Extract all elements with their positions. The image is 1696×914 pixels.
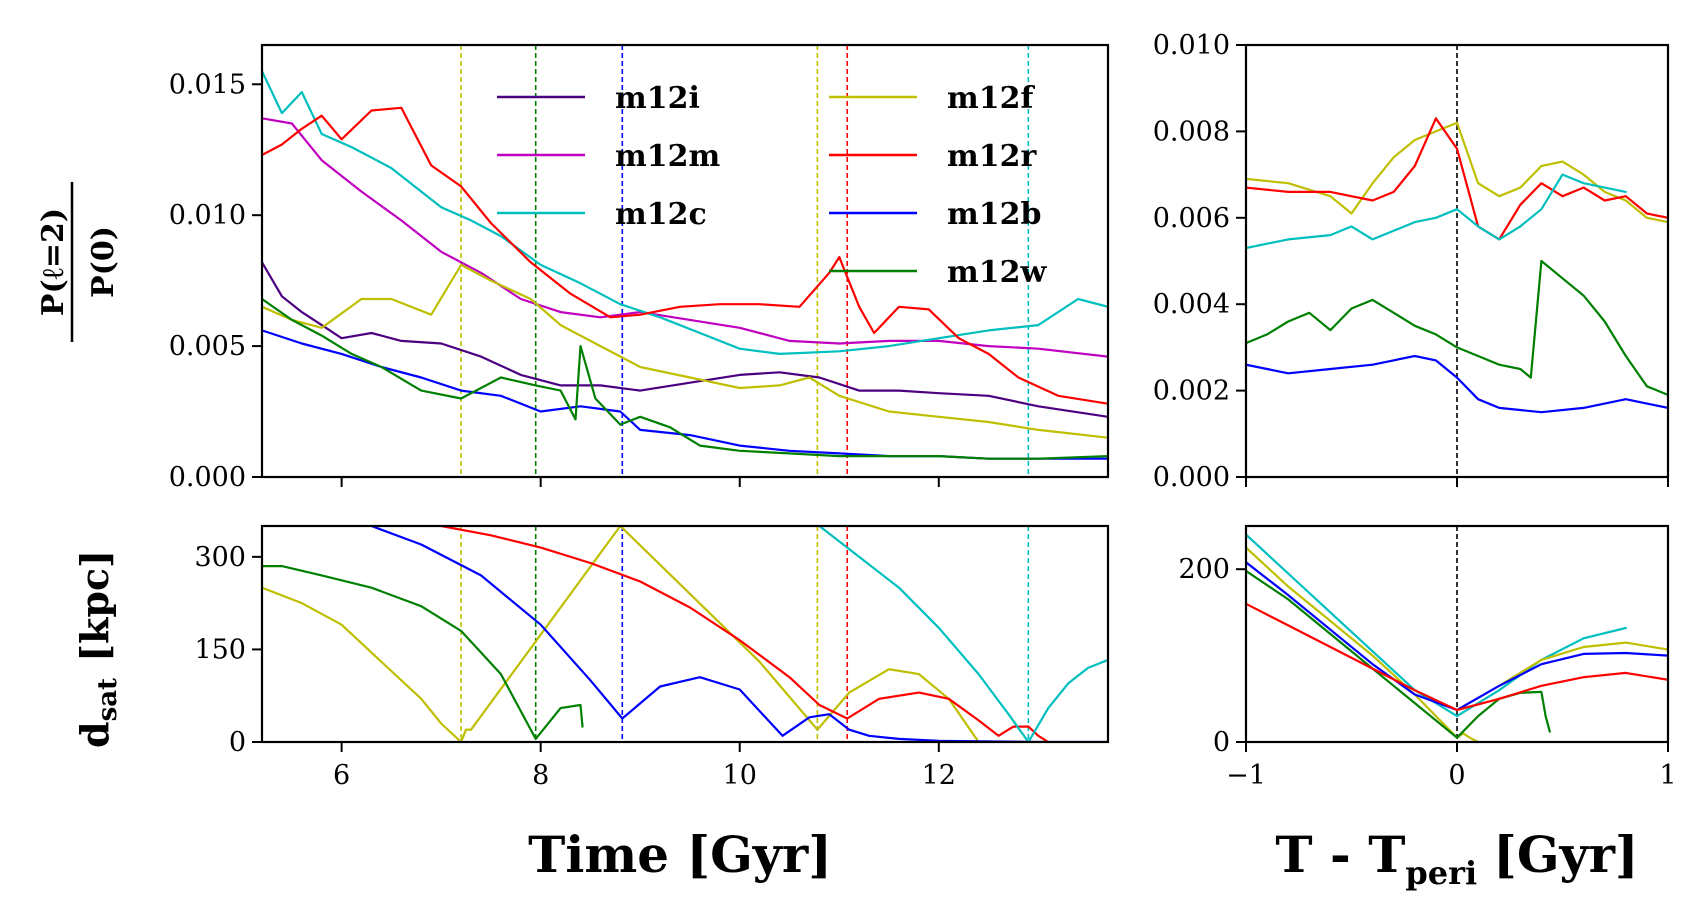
- series-line-m12c: [818, 526, 1108, 742]
- x-tick-label: 1: [1659, 760, 1676, 791]
- y-label-unit: [kpc]: [72, 550, 117, 662]
- series-line-m12f: [262, 263, 1108, 439]
- x-tick-label: 10: [723, 760, 757, 791]
- series-group: [1246, 533, 1668, 742]
- y-tick-label: 0.000: [169, 462, 246, 493]
- axes-frame: [1244, 43, 1670, 479]
- series-line-m12w: [262, 564, 584, 741]
- x-tick-label: 0: [1448, 760, 1465, 791]
- x-label-tperi: T - Tperi [Gyr]: [1275, 825, 1638, 892]
- legend-item-m12c: m12c: [497, 197, 707, 232]
- y-tick-label: 0: [1213, 727, 1230, 758]
- y-tick-label: 300: [194, 542, 246, 573]
- legend-item-m12f: m12f: [829, 81, 1035, 116]
- y-label-main: d: [72, 721, 117, 748]
- y-tick-label: 0.000: [1153, 462, 1230, 493]
- y-tick-label: 150: [194, 634, 246, 665]
- series-line-m12b: [370, 526, 1108, 742]
- series-line-m12w: [1246, 569, 1551, 739]
- axes-frame: [260, 43, 1110, 479]
- y-tick-label: 200: [1178, 554, 1230, 585]
- legend-label: m12w: [947, 255, 1047, 290]
- legend: m12i m12m m12c m12f m12r m12b m12w: [497, 81, 1047, 290]
- legend-item-m12r: m12r: [829, 139, 1037, 174]
- series-line-m12r: [440, 526, 1050, 742]
- legend-label: m12f: [947, 81, 1035, 116]
- legend-item-m12m: m12m: [497, 139, 720, 174]
- legend-label: m12m: [615, 139, 720, 174]
- y-tick-label: 0.006: [1153, 203, 1230, 234]
- plot-area: 0.000 0.002 0.004 0.006 0.008 0.010: [1153, 30, 1669, 493]
- x-label-sub: peri: [1405, 854, 1477, 892]
- y-tick-label: 0.004: [1153, 289, 1230, 320]
- y-tick-label: 0.005: [169, 331, 246, 362]
- y-label-denominator: P(0): [86, 226, 121, 298]
- legend-item-m12b: m12b: [829, 197, 1041, 232]
- legend-label: m12r: [947, 139, 1037, 174]
- series-line-m12f: [262, 526, 980, 742]
- plot-area: 0.000 0.005 0.010 0.015: [169, 45, 1108, 493]
- series-group: [1246, 117, 1668, 414]
- y-label-dsat: dsat [kpc]: [72, 550, 123, 748]
- axes-frame: [1244, 524, 1670, 744]
- series-line-m12i: [262, 261, 1108, 418]
- series-line-m12f: [1498, 641, 1668, 687]
- x-tick-label: 12: [922, 760, 956, 791]
- plot-area: 0 150 300 6 8 10 12: [194, 526, 1108, 791]
- y-label-sub: sat: [93, 678, 123, 722]
- x-tick-label: 8: [532, 760, 549, 791]
- y-tick-label: 0.015: [169, 69, 246, 100]
- panel-power-vs-time: 0.000 0.005 0.010 0.015 P(ℓ=2) P(0): [36, 43, 1110, 493]
- axes-frame: [260, 524, 1110, 744]
- y-tick-label: 0.008: [1153, 116, 1230, 147]
- y-tick-label: 0.002: [1153, 376, 1230, 407]
- series-line-m12r: [262, 106, 1108, 405]
- series-line-m12c: [1246, 533, 1627, 718]
- y-tick-label: 0.010: [169, 200, 246, 231]
- legend-item-m12w: m12w: [829, 255, 1047, 290]
- series-line-m12f: [1246, 121, 1668, 224]
- legend-item-m12i: m12i: [497, 81, 700, 116]
- y-label-numerator: P(ℓ=2): [36, 208, 71, 316]
- series-line-m12w: [1246, 259, 1668, 396]
- series-line-m12c: [1246, 173, 1627, 250]
- series-group: [262, 70, 1108, 460]
- x-label-unit: [Gyr]: [1493, 825, 1638, 884]
- y-tick-label: 0: [229, 727, 246, 758]
- legend-label: m12i: [615, 81, 700, 116]
- series-line-m12w: [262, 297, 1108, 460]
- legend-label: m12c: [615, 197, 707, 232]
- panel-power-vs-tperi: 0.000 0.002 0.004 0.006 0.008 0.010: [1153, 30, 1670, 493]
- x-tick-label: −1: [1226, 760, 1266, 791]
- x-label-main: T - T: [1275, 825, 1405, 884]
- series-line-m12m: [262, 117, 1108, 358]
- x-tick-label: 6: [333, 760, 350, 791]
- y-label-fraction: P(ℓ=2) P(0): [36, 182, 121, 342]
- y-tick-label: 0.010: [1153, 30, 1230, 61]
- series-line-m12f: [1246, 546, 1480, 742]
- legend-label: m12b: [947, 197, 1041, 232]
- series-line-m12b: [1246, 354, 1668, 414]
- series-line-m12r: [1246, 602, 1668, 712]
- x-label-time: Time [Gyr]: [528, 825, 832, 884]
- panel-dsat-vs-time: 0 150 300 6 8 10 12 dsat [kpc] Time [Gyr]: [72, 524, 1110, 884]
- series-group: [262, 526, 1108, 742]
